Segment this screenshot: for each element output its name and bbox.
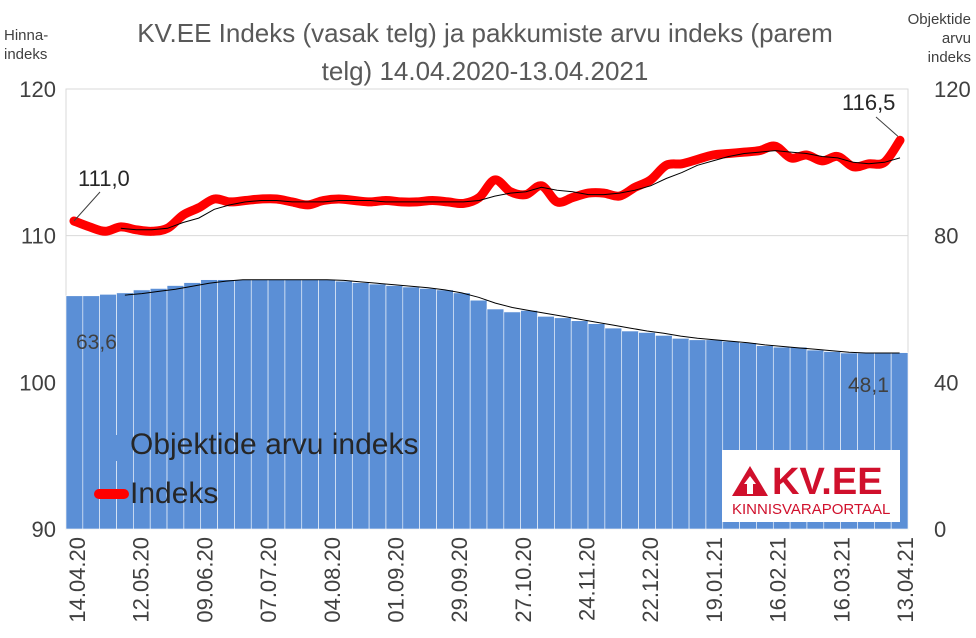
left-tick-label: 90 — [32, 517, 56, 542]
tick-labels: 90 100 110 120 0 40 80 120 14.04.20 12.05.20 09.06… — [19, 77, 970, 623]
kv-ee-logo: KV.EE KINNISVARAPORTAAL — [722, 450, 900, 522]
right-tick-label: 0 — [934, 517, 946, 542]
bar — [217, 279, 235, 530]
left-tick-label: 100 — [19, 370, 56, 395]
bar-trend-line — [124, 279, 900, 354]
bar — [402, 286, 420, 530]
bar — [318, 279, 336, 530]
first-bar-label: 63,6 — [76, 331, 117, 354]
bar — [638, 332, 656, 530]
bar — [469, 299, 488, 530]
x-tick-label: 16.02.21 — [766, 537, 791, 623]
first-line-label-leader — [73, 191, 101, 222]
x-tick-label: 22.12.20 — [638, 537, 663, 623]
x-tick-label: 12.05.20 — [129, 537, 154, 623]
x-tick-label: 07.07.20 — [256, 537, 281, 623]
right-axis-title: Objektide arvu indeks — [885, 10, 971, 67]
legend-label-line: Indeks — [130, 477, 219, 510]
x-tick-label: 14.04.20 — [65, 537, 90, 623]
bar — [284, 279, 303, 530]
bar — [537, 316, 555, 530]
bar — [419, 288, 437, 530]
indeks-line — [69, 135, 905, 236]
svg-text:KV.EE: KV.EE — [772, 461, 883, 503]
bar — [671, 338, 690, 530]
right-tick-label: 120 — [934, 77, 971, 102]
x-tick-label: 09.06.20 — [192, 537, 217, 623]
left-axis-title: Hinna- indeks — [4, 26, 48, 64]
left-tick-label: 120 — [19, 77, 56, 102]
x-tick-label: 04.08.20 — [320, 537, 345, 623]
x-tick-label: 19.01.21 — [702, 537, 727, 623]
bar — [688, 339, 707, 530]
bar — [554, 317, 572, 530]
x-tick-label: 13.04.21 — [893, 537, 918, 623]
bar — [234, 279, 252, 530]
last-bar-label: 48,1 — [848, 374, 889, 397]
legend-swatch-bars — [100, 435, 126, 461]
x-tick-label: 01.09.20 — [383, 537, 408, 623]
last-line-label-leader — [875, 116, 899, 137]
bar — [301, 279, 319, 530]
data-labels: 63,6 48,1 111,0 116,5 — [73, 90, 899, 397]
bar — [621, 330, 639, 530]
chart-title-line-1: KV.EE Indeks (vasak telg) ja pakkumiste … — [137, 18, 833, 48]
x-tick-label: 24.11.20 — [575, 537, 600, 621]
line-series — [69, 135, 905, 354]
bar — [385, 285, 404, 530]
bar — [570, 320, 589, 530]
bar — [503, 311, 521, 530]
svg-text:KINNISVARAPORTAAL: KINNISVARAPORTAAL — [732, 501, 890, 518]
chart-title-line-2: telg) 14.04.2020-13.04.2021 — [321, 56, 649, 86]
bar — [655, 335, 673, 530]
indeks-trend-line — [120, 150, 901, 231]
bar — [453, 292, 471, 530]
bar — [705, 339, 724, 530]
right-tick-label: 40 — [934, 370, 958, 395]
bar — [368, 283, 387, 530]
right-axis-title-line: indeks — [927, 49, 971, 66]
right-axis-title-line: arvu — [941, 30, 971, 47]
bar — [250, 279, 269, 530]
right-tick-label: 80 — [934, 224, 958, 249]
x-tick-label: 16.03.21 — [829, 537, 854, 623]
legend-icons — [94, 435, 129, 499]
x-tick-label: 29.09.20 — [447, 537, 472, 623]
bar — [587, 323, 606, 530]
legend-label-bars: Objektide arvu indeks — [130, 428, 419, 461]
x-tick-label: 27.10.20 — [511, 537, 536, 623]
bar — [520, 310, 538, 530]
left-tick-label: 110 — [21, 224, 56, 249]
bar — [604, 327, 623, 530]
bar — [335, 280, 353, 530]
bar — [436, 289, 454, 530]
bar-series — [65, 279, 909, 530]
bar — [351, 282, 370, 530]
left-axis-title-line: Hinna- — [4, 27, 49, 44]
last-line-label: 116,5 — [842, 90, 895, 115]
bar — [267, 279, 286, 530]
bar — [486, 308, 505, 530]
left-axis-title-line: indeks — [4, 46, 48, 63]
right-axis-title-line: Objektide — [907, 11, 971, 28]
first-line-label: 111,0 — [78, 166, 130, 191]
